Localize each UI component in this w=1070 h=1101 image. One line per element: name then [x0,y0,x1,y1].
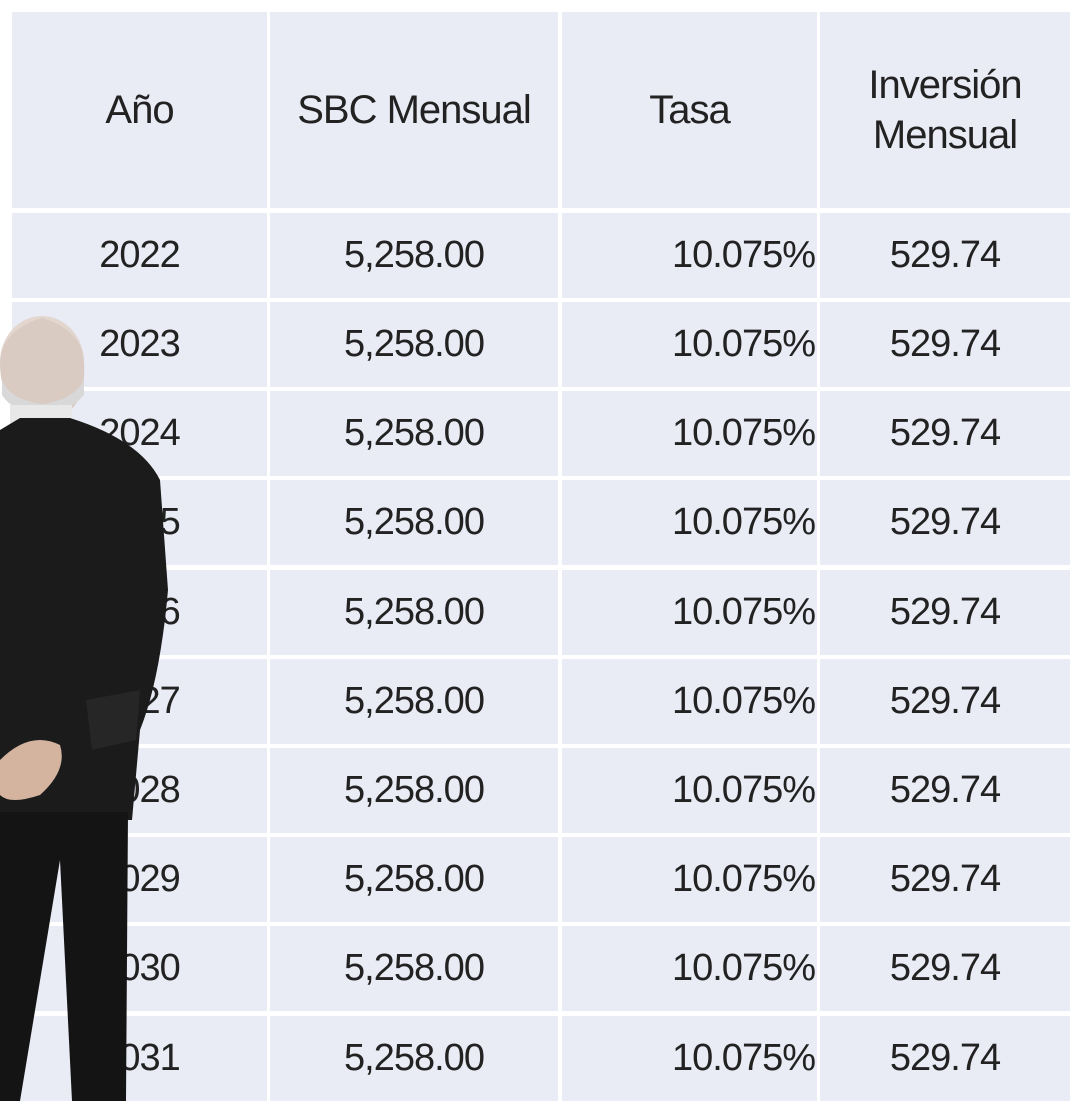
table-cell: 529.74 [820,748,1070,833]
table-cell: 5,258.00 [270,213,558,298]
table-cell: 5,258.00 [270,391,558,476]
table-cell: 10.075% [562,1016,817,1101]
table-cell: 529.74 [820,213,1070,298]
page: AñoSBC MensualTasaInversión Mensual20225… [0,0,1070,1101]
header-cell: SBC Mensual [270,12,558,208]
table-cell: 5,258.00 [270,748,558,833]
table-cell: 10.075% [562,570,817,655]
table-cell: 10.075% [562,659,817,744]
header-cell: Tasa [562,12,817,208]
table-cell: 10.075% [562,926,817,1011]
table-cell: 10.075% [562,391,817,476]
table-cell: 529.74 [820,391,1070,476]
table-cell: 5,258.00 [270,570,558,655]
table-cell: 5,258.00 [270,837,558,922]
man-figure [0,0,200,1101]
table-cell: 5,258.00 [270,659,558,744]
table-cell: 10.075% [562,748,817,833]
table-cell: 529.74 [820,480,1070,565]
table-cell: 529.74 [820,837,1070,922]
table-cell: 10.075% [562,302,817,387]
table-cell: 10.075% [562,480,817,565]
table-cell: 5,258.00 [270,1016,558,1101]
table-cell: 10.075% [562,213,817,298]
table-cell: 5,258.00 [270,480,558,565]
header-cell: Inversión Mensual [820,12,1070,208]
table-cell: 529.74 [820,1016,1070,1101]
table-cell: 10.075% [562,837,817,922]
table-cell: 5,258.00 [270,302,558,387]
table-cell: 529.74 [820,659,1070,744]
table-cell: 529.74 [820,302,1070,387]
table-cell: 5,258.00 [270,926,558,1011]
table-cell: 529.74 [820,926,1070,1011]
table-cell: 529.74 [820,570,1070,655]
